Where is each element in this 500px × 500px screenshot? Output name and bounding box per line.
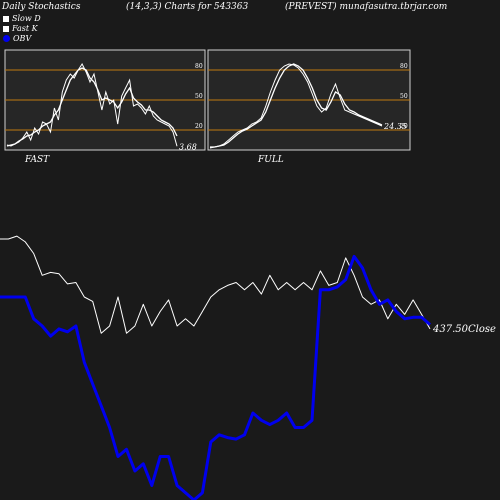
- full-level-label-80: 80: [400, 63, 408, 70]
- full-panel-title: FULL: [257, 155, 284, 165]
- legend-swatch-slow-d: [3, 15, 9, 22]
- fast-last-value-label: 3.68: [179, 142, 197, 151]
- full-series-slow-d: [210, 63, 383, 148]
- fast-level-label-80: 80: [195, 63, 203, 70]
- close-last-value-suffix: Close: [468, 324, 496, 335]
- fast-series-fast-k: [6, 62, 178, 147]
- legend-item-slow-d: Slow D: [3, 14, 41, 23]
- fast-level-label-50: 50: [195, 93, 203, 100]
- close-last-value-label: 437.50Close: [432, 324, 496, 335]
- full-last-value-label: 24.35: [383, 122, 407, 131]
- full-level-label-50: 50: [400, 93, 408, 100]
- fast-series-slow-d: [6, 67, 178, 147]
- full-series-fast-k: [209, 63, 383, 149]
- chart-header-params: (14,3,3) Charts for 543363: [126, 2, 249, 12]
- close-price-line: [0, 235, 431, 334]
- obv-line: [0, 254, 431, 500]
- legend-swatch-obv: [3, 35, 10, 42]
- legend-label-obv: OBV: [13, 34, 32, 43]
- legend-item-fast-k: Fast K: [3, 24, 38, 33]
- legend-swatch-fast-k: [3, 25, 9, 32]
- legend-item-obv: OBV: [3, 34, 31, 43]
- chart-header-left: Daily Stochastics: [2, 2, 81, 12]
- fast-panel-title: FAST: [24, 155, 50, 165]
- legend-label-fast-k: Fast K: [12, 24, 38, 33]
- fast-level-label-20: 20: [195, 123, 203, 130]
- chart-header-right: (PREVEST) munafasutra.tbrjar.com: [285, 2, 448, 12]
- full-level-label-20: 20: [400, 123, 408, 130]
- legend-label-slow-d: Slow D: [12, 14, 41, 23]
